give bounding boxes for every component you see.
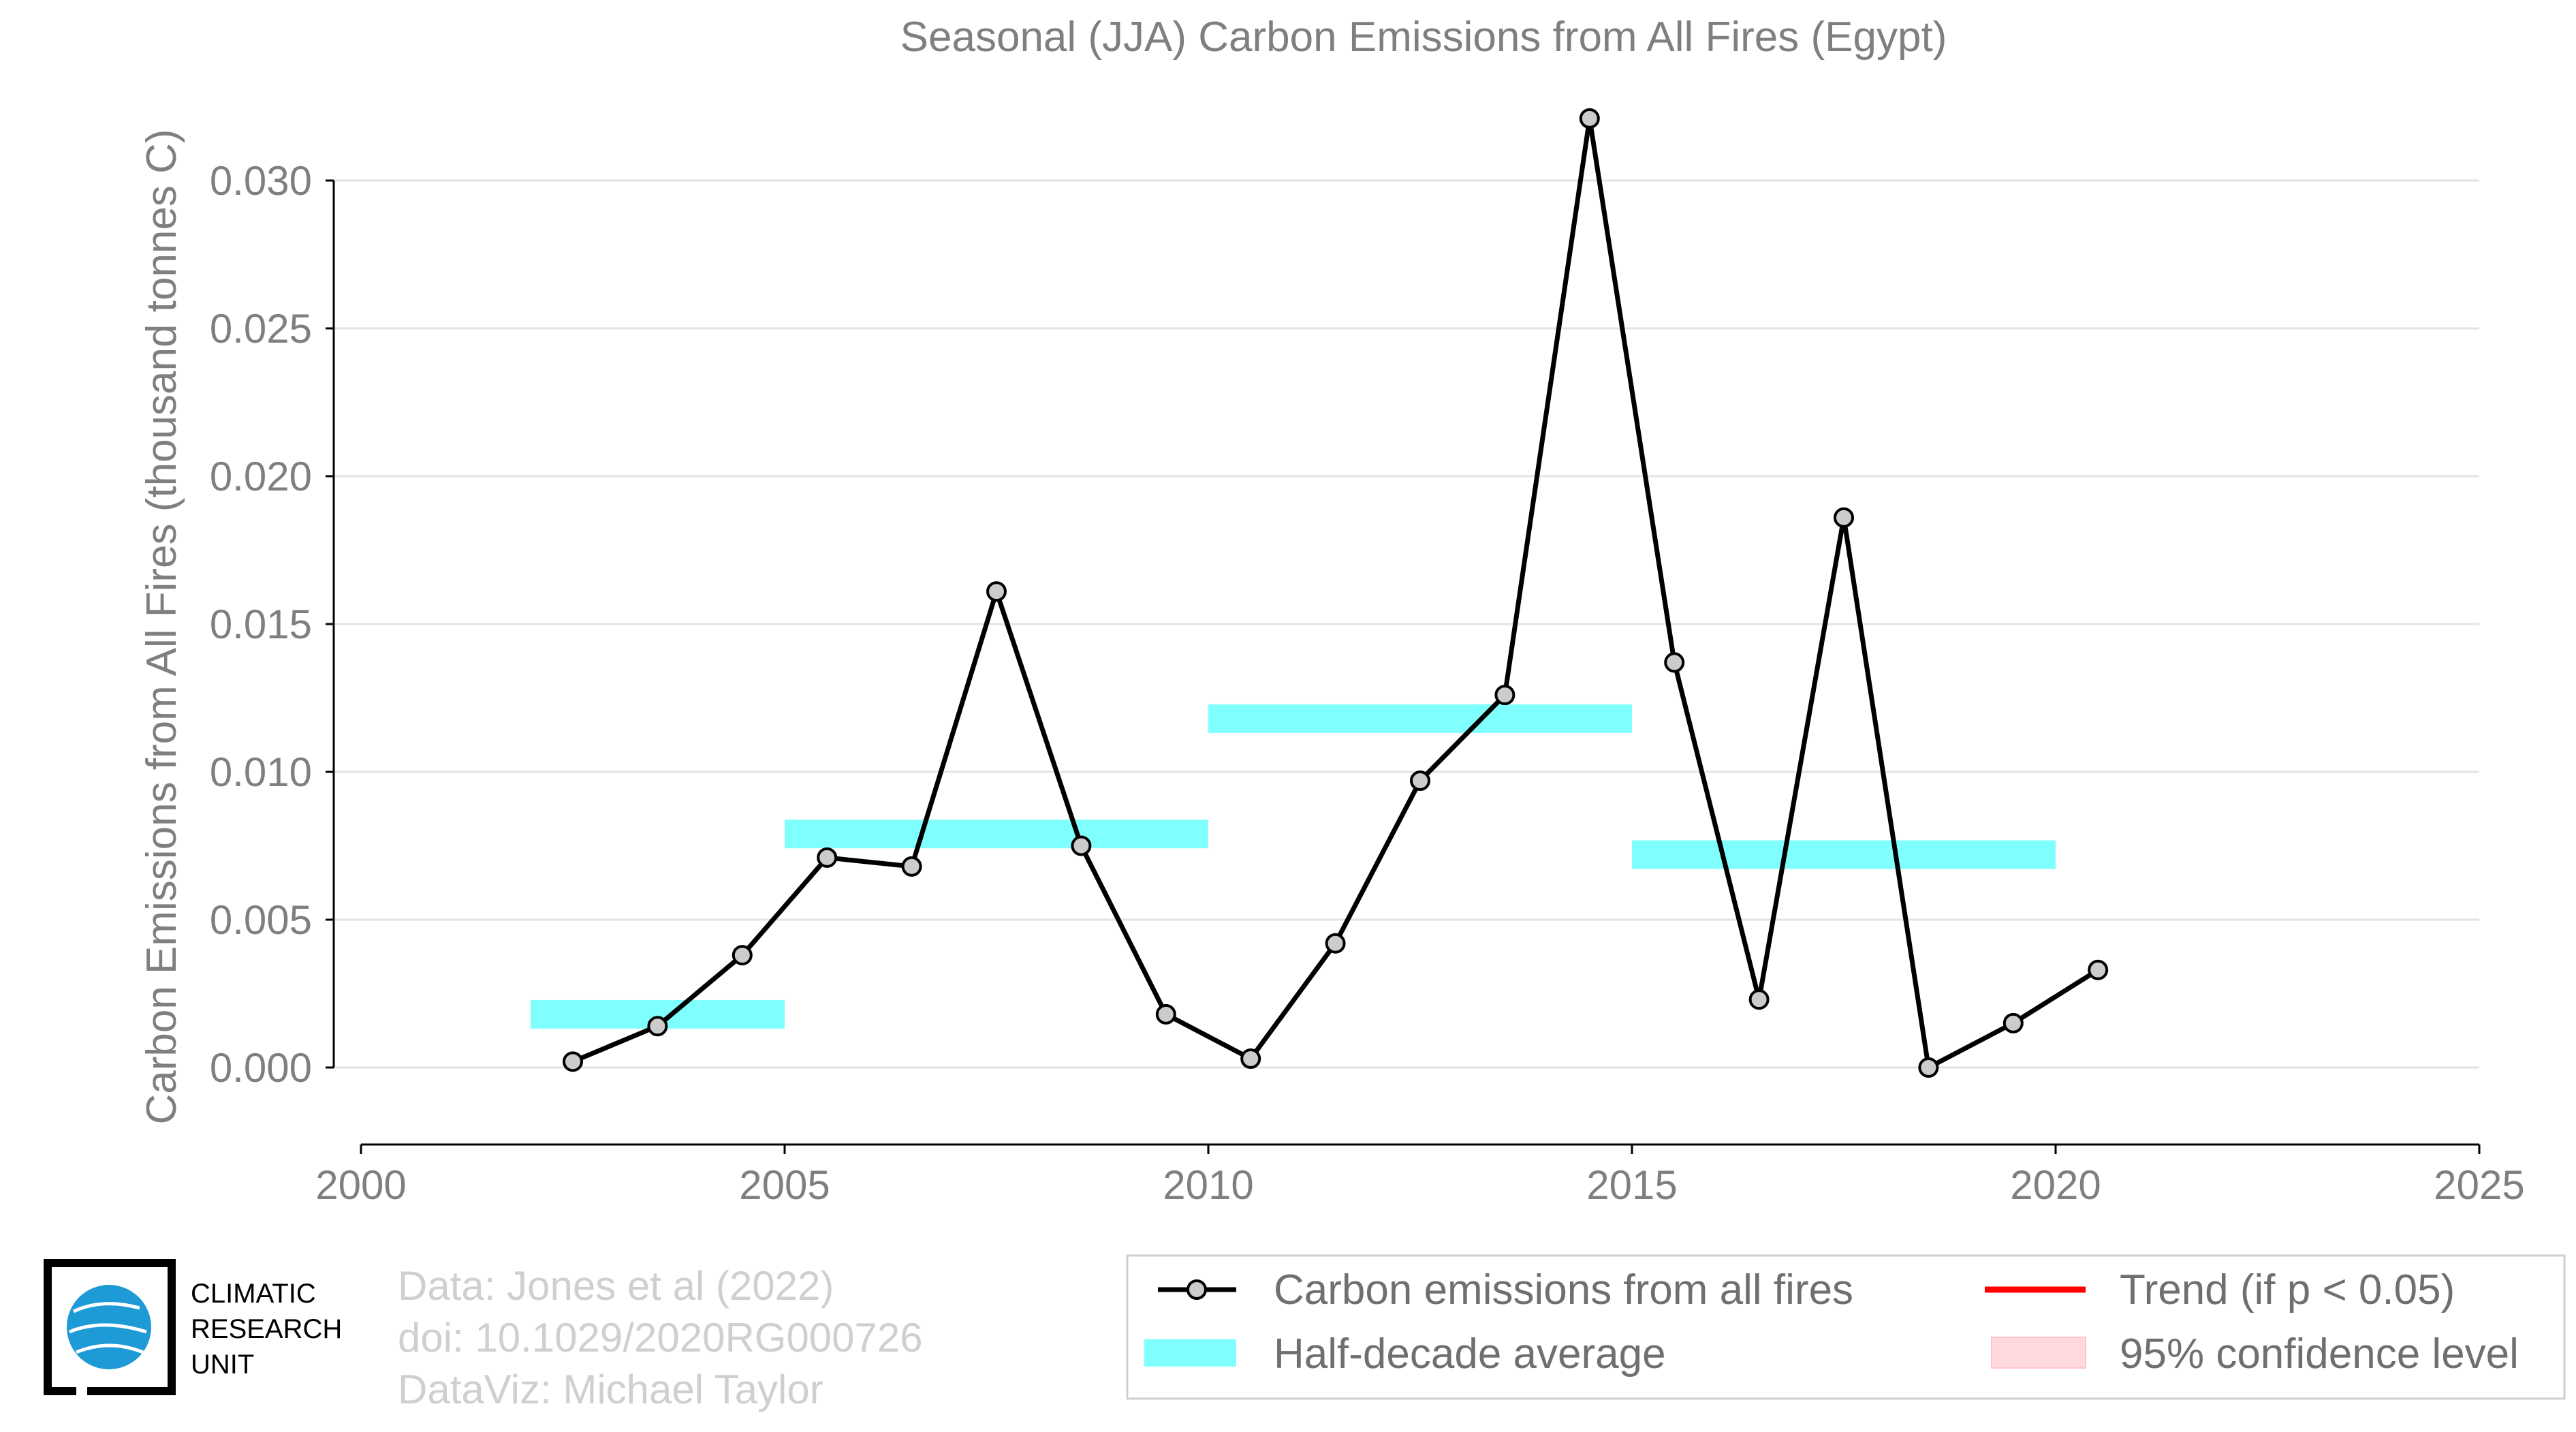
legend-half-decade-label: Half-decade average [1274,1330,1666,1377]
emissions-point [1155,1003,1176,1025]
emissions-point [647,1016,668,1037]
emissions-point [1325,933,1346,954]
y-axis-label: Carbon Emissions from All Fires (thousan… [138,129,185,1124]
emissions-point [1748,989,1770,1010]
x-tick-label: 2020 [2010,1162,2101,1208]
emissions-point [2002,1012,2024,1033]
half-decade-bar [1632,840,2056,869]
credit-doi: doi: 10.1029/2020RG000726 [398,1315,923,1360]
axes [326,179,2481,1154]
globe-swirl-icon [69,1302,147,1354]
chart-title: Seasonal (JJA) Carbon Emissions from All… [900,14,1947,61]
x-tick-label: 2005 [739,1162,830,1208]
half-decade-bands [530,704,2056,1029]
x-tick-label: 2015 [1586,1162,1677,1208]
credit-dataviz: DataViz: Michael Taylor [398,1367,823,1412]
legend-confidence-label: 95% confidence level [2120,1330,2519,1377]
legend: Carbon emissions from all fires Trend (i… [1126,1254,2566,1400]
logo-text-line1: CLIMATIC [191,1279,316,1309]
legend-confidence-swatch [1991,1337,2086,1369]
emissions-point [2088,959,2109,980]
half-decade-bar [1208,704,1632,733]
emissions-line [571,116,2100,1070]
emissions-point [1579,108,1600,129]
y-tick-label: 0.000 [210,1045,312,1091]
emissions-point [1664,652,1685,673]
y-tick-label: 0.010 [210,749,312,795]
y-tick-label: 0.030 [210,158,312,204]
emissions-point [1410,771,1430,792]
emissions-point [817,847,838,868]
x-tick-label: 2025 [2434,1162,2524,1208]
emissions-point [1494,685,1515,706]
legend-box [1126,1254,2566,1400]
half-decade-bar [785,820,1208,849]
legend-half-decade-swatch [1144,1339,1236,1367]
legend-trend-label: Trend (if p < 0.05) [2120,1266,2455,1313]
x-tick-label: 2010 [1163,1162,1253,1208]
emissions-point [986,581,1007,602]
emissions-point [563,1051,583,1072]
y-tick-label: 0.020 [210,454,312,499]
gridlines [334,179,2479,1069]
y-tick-label: 0.015 [210,602,312,647]
logo-text-line3: UNIT [191,1350,254,1380]
y-tick-label: 0.025 [210,306,312,352]
credit-data: Data: Jones et al (2022) [398,1263,834,1309]
x-tick-label: 2000 [315,1162,406,1208]
tick-labels: 0.000 0.005 0.010 0.015 0.020 0.025 0.030 2000 2… [210,158,2525,1208]
emissions-series [563,108,2109,1078]
emissions-point [1834,507,1854,528]
legend-emissions-label: Carbon emissions from all fires [1274,1266,1853,1313]
cru-logo: CLIMATIC RESEARCH UNIT [44,1259,342,1395]
emissions-point [1071,835,1092,856]
emissions-point [732,945,753,966]
legend-emissions-marker [1187,1279,1207,1300]
logo-bracket-right [87,1259,176,1395]
emissions-point [901,856,922,877]
logo-text-line2: RESEARCH [191,1314,342,1344]
logo-bracket-left [44,1259,136,1395]
emissions-point [1918,1057,1939,1078]
y-tick-label: 0.005 [210,897,312,943]
emissions-point [1240,1048,1261,1069]
